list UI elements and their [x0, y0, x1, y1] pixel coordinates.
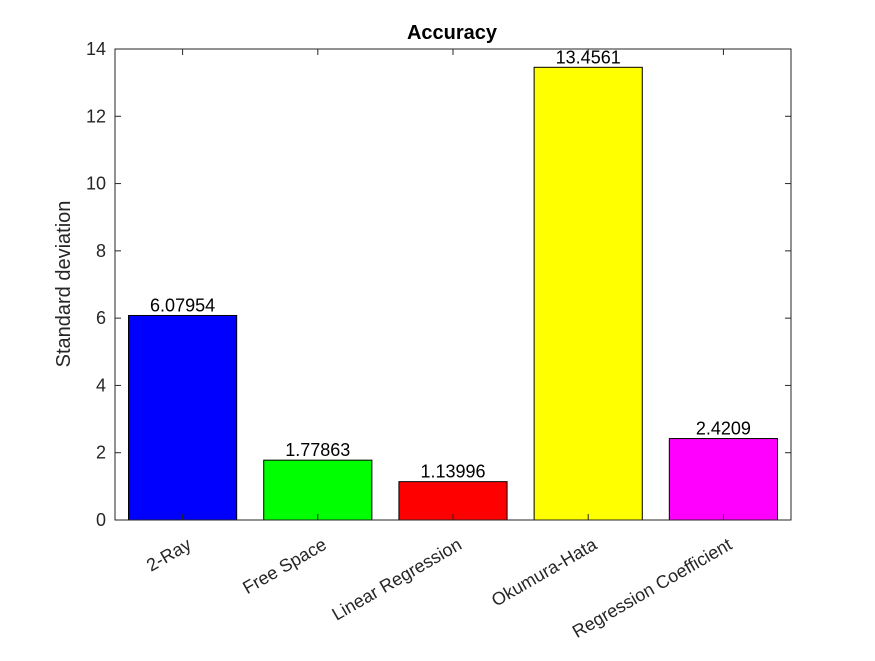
plot-area-frame: [114, 48, 792, 521]
y-tick-label-1: 2: [96, 443, 106, 463]
y-axis-label: Standard deviation: [53, 201, 75, 368]
bar-4: [668, 438, 778, 521]
bar-value-label-2: 1.13996: [420, 462, 485, 482]
bars-group: 6.07954 1.77863 1.13996 13.4561 2.4209: [128, 47, 778, 521]
bar-1: [263, 459, 373, 521]
bar-2: [398, 481, 508, 521]
bar-0: [128, 314, 238, 521]
bar-3: [533, 66, 643, 521]
y-tick-label-3: 6: [96, 308, 106, 328]
y-tick-label-5: 10: [86, 174, 106, 194]
chart-title: Accuracy: [407, 22, 498, 44]
y-axis-ticks: 0 2 4 6 8 10 12 14: [86, 39, 791, 530]
y-tick-label-6: 12: [86, 106, 106, 126]
y-tick-label-0: 0: [96, 510, 106, 530]
y-tick-label-2: 4: [96, 375, 106, 395]
bar-value-label-3: 13.4561: [556, 47, 621, 67]
bar-value-label-1: 1.77863: [285, 440, 350, 460]
bar-value-label-4: 2.4209: [696, 419, 751, 439]
y-tick-label-4: 8: [96, 241, 106, 261]
bar-value-label-0: 6.07954: [150, 295, 215, 315]
y-tick-label-7: 14: [86, 39, 106, 59]
